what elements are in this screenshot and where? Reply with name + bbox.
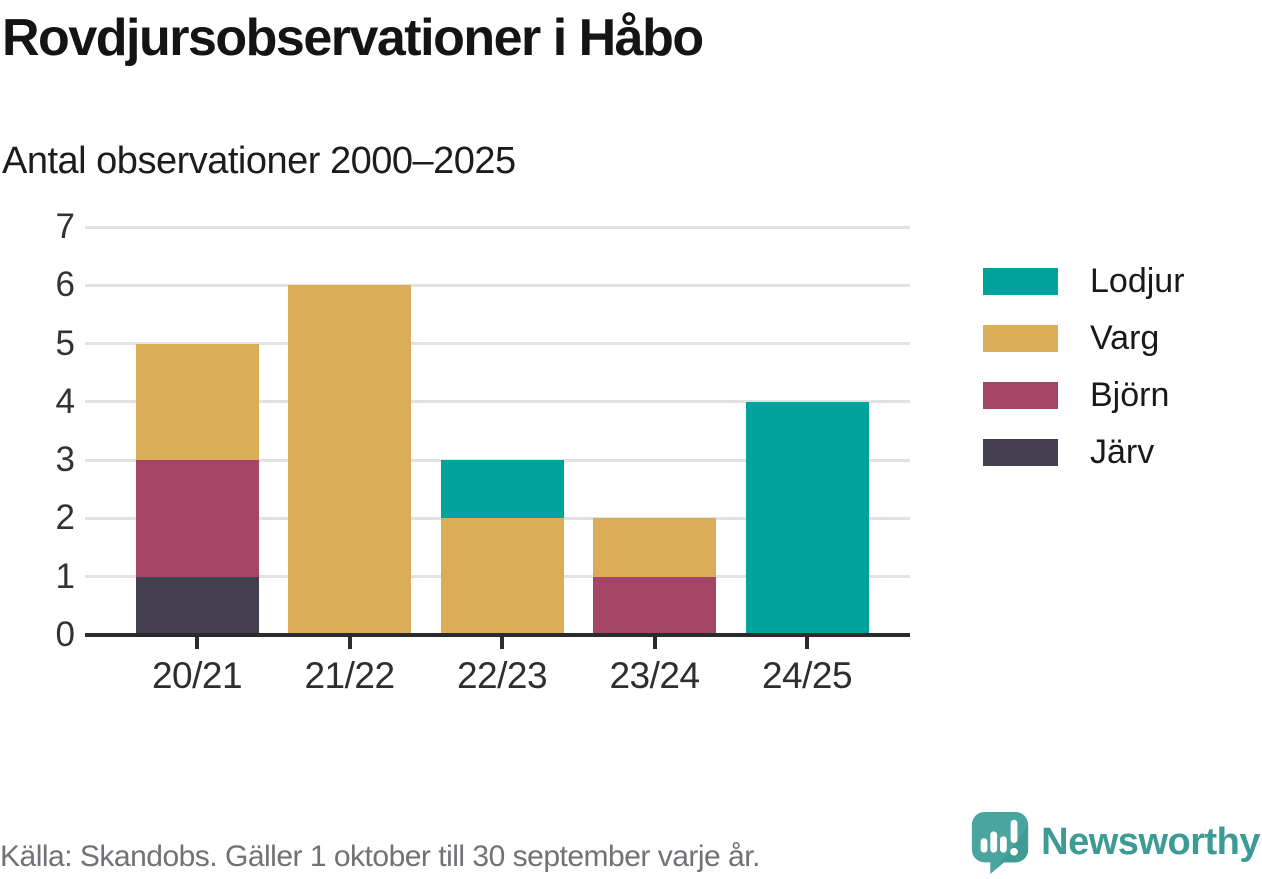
x-axis-tick-mark <box>195 637 199 649</box>
chart-subtitle: Antal observationer 2000–2025 <box>2 140 516 182</box>
y-axis-tick-label: 6 <box>55 265 75 305</box>
legend-swatch-järv <box>983 439 1058 466</box>
chart-legend: Lodjur Varg Björn Järv <box>983 253 1253 481</box>
legend-swatch-lodjur <box>983 268 1058 295</box>
newsworthy-logo-icon <box>969 810 1031 874</box>
brand-name: Newsworthy <box>1041 820 1260 863</box>
x-axis-tick-label: 20/21 <box>151 655 243 696</box>
y-axis-tick-label: 2 <box>55 498 75 538</box>
gridline-y6 <box>85 283 910 287</box>
source-note: Källa: Skandobs. Gäller 1 oktober till 3… <box>0 840 760 873</box>
bar-segment-20-21-varg <box>135 343 259 461</box>
x-axis-tick-label: 22/23 <box>456 655 548 696</box>
legend-item-björn: Björn <box>983 367 1253 424</box>
gridline-y5 <box>85 342 910 346</box>
legend-item-järv: Järv <box>983 424 1253 481</box>
legend-swatch-björn <box>983 382 1058 409</box>
x-axis-tick-mark <box>652 637 657 649</box>
legend-swatch-varg <box>983 325 1058 352</box>
legend-label: Lodjur <box>1090 262 1185 300</box>
gridline-y7 <box>85 225 910 229</box>
x-axis-tick-mark <box>500 637 504 649</box>
legend-label: Varg <box>1090 319 1160 357</box>
x-axis-tick-label: 24/25 <box>761 655 853 696</box>
y-axis-tick-label: 3 <box>55 440 75 480</box>
page-title: Rovdjursobservationer i Håbo <box>2 9 704 67</box>
y-axis-tick-label: 1 <box>55 556 75 596</box>
x-axis-tick-label: 23/24 <box>609 655 700 696</box>
x-axis-tick-mark <box>347 637 352 649</box>
bar-segment-20-21-järv <box>135 576 259 635</box>
bar-segment-20-21-björn <box>135 460 259 577</box>
bar-segment-23-24-björn <box>593 576 716 635</box>
y-axis-tick-label: 5 <box>55 323 75 363</box>
bar-segment-22-23-varg <box>440 518 564 635</box>
newsworthy-brand: Newsworthy <box>969 810 1260 874</box>
y-axis-tick-label: 0 <box>55 615 75 654</box>
legend-label: Järv <box>1090 433 1155 471</box>
legend-item-lodjur: Lodjur <box>983 253 1253 310</box>
legend-item-varg: Varg <box>983 310 1253 367</box>
gridline-y4 <box>85 400 910 404</box>
bar-segment-23-24-varg <box>593 518 716 577</box>
x-axis-tick-label: 21/22 <box>304 655 395 696</box>
x-axis-line <box>85 633 910 637</box>
y-axis-tick-label: 7 <box>55 207 75 246</box>
bar-segment-24-25-lodjur <box>745 401 869 635</box>
legend-label: Björn <box>1090 376 1170 414</box>
y-axis-tick-label: 4 <box>55 381 75 421</box>
bar-segment-21-22-varg <box>288 285 411 635</box>
bar-segment-22-23-lodjur <box>440 460 564 519</box>
x-axis-tick-mark <box>805 637 809 649</box>
